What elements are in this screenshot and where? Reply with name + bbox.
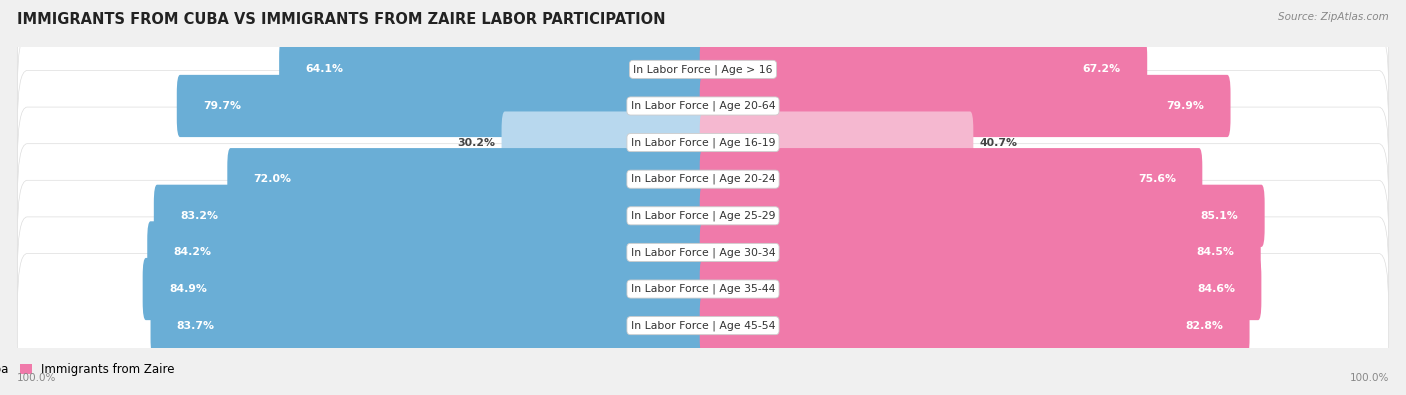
FancyBboxPatch shape — [17, 70, 1389, 215]
FancyBboxPatch shape — [228, 148, 706, 210]
Text: In Labor Force | Age 20-24: In Labor Force | Age 20-24 — [631, 174, 775, 184]
Text: 83.7%: 83.7% — [177, 321, 215, 331]
FancyBboxPatch shape — [17, 0, 1389, 141]
Text: 82.8%: 82.8% — [1185, 321, 1223, 331]
Text: IMMIGRANTS FROM CUBA VS IMMIGRANTS FROM ZAIRE LABOR PARTICIPATION: IMMIGRANTS FROM CUBA VS IMMIGRANTS FROM … — [17, 12, 665, 27]
Text: 67.2%: 67.2% — [1083, 64, 1121, 74]
Text: 79.9%: 79.9% — [1167, 101, 1205, 111]
FancyBboxPatch shape — [17, 144, 1389, 288]
Text: 75.6%: 75.6% — [1137, 174, 1175, 184]
FancyBboxPatch shape — [148, 221, 706, 284]
Text: 84.2%: 84.2% — [173, 247, 211, 258]
Text: Source: ZipAtlas.com: Source: ZipAtlas.com — [1278, 12, 1389, 22]
FancyBboxPatch shape — [17, 107, 1389, 251]
Text: 100.0%: 100.0% — [1350, 373, 1389, 383]
Text: 84.9%: 84.9% — [169, 284, 207, 294]
FancyBboxPatch shape — [502, 111, 706, 174]
FancyBboxPatch shape — [700, 221, 1261, 284]
Text: 79.7%: 79.7% — [202, 101, 240, 111]
Text: In Labor Force | Age 45-54: In Labor Force | Age 45-54 — [631, 320, 775, 331]
FancyBboxPatch shape — [17, 180, 1389, 325]
FancyBboxPatch shape — [17, 217, 1389, 361]
FancyBboxPatch shape — [700, 75, 1230, 137]
FancyBboxPatch shape — [150, 295, 706, 357]
Text: 72.0%: 72.0% — [253, 174, 291, 184]
FancyBboxPatch shape — [153, 185, 706, 247]
Text: In Labor Force | Age > 16: In Labor Force | Age > 16 — [633, 64, 773, 75]
Text: In Labor Force | Age 16-19: In Labor Force | Age 16-19 — [631, 137, 775, 148]
Text: 84.5%: 84.5% — [1197, 247, 1234, 258]
FancyBboxPatch shape — [142, 258, 706, 320]
Text: 64.1%: 64.1% — [305, 64, 343, 74]
FancyBboxPatch shape — [700, 295, 1250, 357]
FancyBboxPatch shape — [17, 254, 1389, 395]
Text: 83.2%: 83.2% — [180, 211, 218, 221]
FancyBboxPatch shape — [17, 34, 1389, 178]
Text: In Labor Force | Age 30-34: In Labor Force | Age 30-34 — [631, 247, 775, 258]
Text: 84.6%: 84.6% — [1197, 284, 1234, 294]
Text: 100.0%: 100.0% — [17, 373, 56, 383]
Text: 40.7%: 40.7% — [980, 137, 1018, 148]
Text: 85.1%: 85.1% — [1201, 211, 1239, 221]
Text: In Labor Force | Age 25-29: In Labor Force | Age 25-29 — [631, 211, 775, 221]
FancyBboxPatch shape — [700, 38, 1147, 100]
FancyBboxPatch shape — [700, 258, 1261, 320]
Text: In Labor Force | Age 35-44: In Labor Force | Age 35-44 — [631, 284, 775, 294]
FancyBboxPatch shape — [700, 185, 1264, 247]
FancyBboxPatch shape — [700, 148, 1202, 210]
FancyBboxPatch shape — [177, 75, 706, 137]
Legend: Immigrants from Cuba, Immigrants from Zaire: Immigrants from Cuba, Immigrants from Za… — [0, 358, 180, 381]
FancyBboxPatch shape — [700, 111, 973, 174]
Text: In Labor Force | Age 20-64: In Labor Force | Age 20-64 — [631, 101, 775, 111]
Text: 30.2%: 30.2% — [457, 137, 495, 148]
FancyBboxPatch shape — [280, 38, 706, 100]
